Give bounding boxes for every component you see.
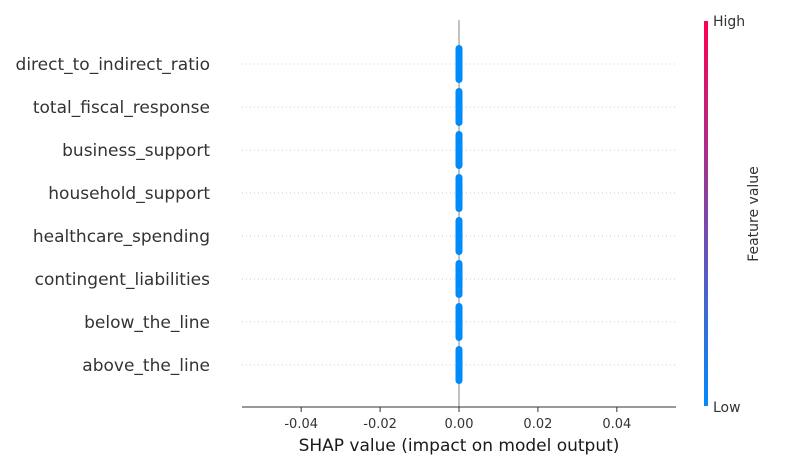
x-tick-label: 0.04 [602, 417, 631, 432]
colorbar-low-label: Low [713, 400, 741, 416]
feature-label: household_support [48, 184, 210, 204]
colorbar-high-label: High [713, 14, 745, 30]
colorbar: High Low Feature value [704, 14, 762, 416]
shap-point [455, 346, 463, 384]
shap-point [455, 303, 463, 341]
feature-label: above_the_line [82, 356, 210, 376]
x-tick-label: 0.00 [445, 417, 474, 432]
colorbar-gradient [704, 21, 708, 406]
shap-points [455, 45, 463, 384]
x-tick-label: -0.02 [363, 417, 397, 432]
shap-point [455, 174, 463, 212]
feature-label: below_the_line [84, 313, 210, 333]
x-axis-title: SHAP value (impact on model output) [299, 436, 620, 456]
shap-point [455, 217, 463, 255]
shap-point [455, 45, 463, 83]
feature-label: direct_to_indirect_ratio [16, 55, 210, 75]
shap-point [455, 88, 463, 126]
feature-label: healthcare_spending [33, 227, 210, 247]
x-tick-label: 0.02 [523, 417, 552, 432]
shap-point [455, 131, 463, 169]
feature-labels: direct_to_indirect_ratio total_fiscal_res… [16, 55, 211, 376]
shap-point [455, 260, 463, 298]
colorbar-title: Feature value [746, 166, 762, 262]
feature-label: contingent_liabilities [35, 270, 211, 290]
feature-label: business_support [62, 141, 210, 161]
x-tick-label: -0.04 [284, 417, 318, 432]
x-axis-ticks: -0.04 -0.02 0.00 0.02 0.04 [284, 407, 631, 432]
feature-label: total_fiscal_response [33, 98, 210, 118]
